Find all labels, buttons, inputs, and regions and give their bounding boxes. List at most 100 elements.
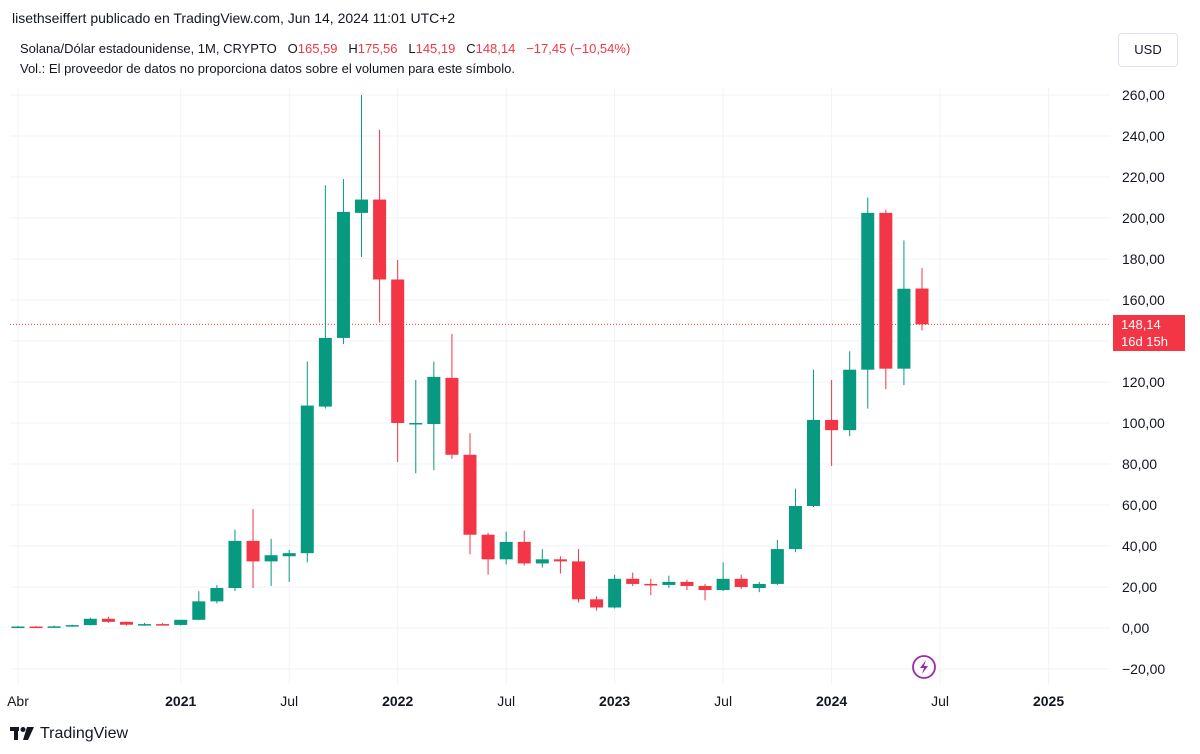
candle — [11, 625, 25, 629]
candle — [517, 530, 531, 566]
ohlc-legend: Solana/Dólar estadounidense, 1M, CRYPTO … — [20, 41, 630, 56]
candle — [264, 538, 278, 586]
candle — [373, 129, 387, 323]
lightning-icon[interactable] — [912, 655, 936, 679]
candle-body — [300, 405, 314, 554]
candle — [83, 617, 97, 626]
candle — [861, 197, 875, 409]
candle — [355, 95, 369, 257]
candle — [553, 556, 567, 574]
candle-body — [788, 506, 802, 550]
candle-body — [861, 212, 875, 370]
open-value: 165,59 — [297, 41, 338, 56]
x-tick-label: Jul — [931, 693, 949, 709]
tradingview-logo[interactable]: TradingView — [10, 725, 128, 743]
candle-body — [318, 337, 332, 407]
y-tick-label: 20,00 — [1122, 579, 1157, 595]
candle — [427, 361, 441, 471]
candle-body — [264, 555, 278, 562]
candle-body — [590, 599, 604, 608]
candle-body — [210, 588, 224, 602]
candle-body — [11, 626, 25, 629]
candle-body — [752, 583, 766, 589]
candle — [228, 529, 242, 592]
x-tick-label: 2024 — [816, 693, 847, 709]
high-label: H — [348, 41, 358, 56]
y-tick-label: 40,00 — [1122, 538, 1157, 554]
candle — [879, 209, 893, 390]
y-tick-label: 180,00 — [1122, 251, 1165, 267]
price-axis: 260,00240,00220,00200,00180,00160,00140,… — [1122, 87, 1165, 677]
candle — [156, 622, 170, 626]
candle — [138, 622, 152, 626]
candle — [571, 549, 585, 603]
candle-body — [355, 199, 369, 213]
candle-body — [138, 624, 152, 626]
candle — [608, 574, 622, 609]
candle — [463, 433, 477, 555]
low-value: 145,19 — [415, 41, 456, 56]
candle — [119, 621, 133, 626]
grid-lines — [10, 88, 1110, 684]
x-tick-label: Abr — [7, 693, 29, 709]
candle-body — [517, 541, 531, 564]
candle-body — [644, 583, 658, 586]
candle — [698, 583, 712, 601]
candle-body — [373, 199, 387, 280]
candle-body — [680, 581, 694, 586]
candle — [47, 625, 61, 628]
candle-body — [553, 559, 567, 562]
y-tick-label: 120,00 — [1122, 374, 1165, 390]
candle — [391, 260, 405, 462]
candle — [680, 579, 694, 591]
x-tick-label: 2023 — [599, 693, 630, 709]
candle-body — [626, 578, 640, 584]
low-label: L — [408, 41, 416, 56]
candle-body — [463, 454, 477, 535]
symbol-description: Solana/Dólar estadounidense, 1M, CRYPTO — [20, 41, 277, 56]
y-tick-label: 200,00 — [1122, 210, 1165, 226]
candle — [915, 268, 929, 331]
y-tick-label: 100,00 — [1122, 415, 1165, 431]
x-tick-label: Jul — [497, 693, 515, 709]
candle-body — [825, 419, 839, 431]
candle-body — [481, 534, 495, 560]
candle-body — [101, 618, 115, 622]
candle — [210, 584, 224, 604]
x-tick-label: 2022 — [382, 693, 413, 709]
candle-body — [571, 561, 585, 600]
candle-body — [246, 540, 260, 562]
y-tick-label: 240,00 — [1122, 128, 1165, 144]
publication-info: lisethseiffert publicado en TradingView.… — [12, 10, 456, 26]
candle — [445, 333, 459, 459]
candle — [752, 581, 766, 593]
candle — [843, 351, 857, 437]
candle — [409, 379, 423, 474]
y-tick-label: 0,00 — [1122, 620, 1149, 636]
y-tick-label: 260,00 — [1122, 87, 1165, 103]
candle — [825, 379, 839, 467]
candle-body — [499, 541, 513, 560]
last-price-tag: 148,14 16d 15h — [1113, 315, 1185, 351]
candle-body — [445, 377, 459, 455]
candle-body — [228, 540, 242, 589]
candle — [788, 488, 802, 553]
currency-button[interactable]: USD — [1118, 33, 1178, 67]
candle — [716, 562, 730, 592]
candle-body — [734, 578, 748, 587]
candle-body — [897, 288, 911, 369]
candle-body — [608, 578, 622, 608]
tradingview-brand: TradingView — [40, 725, 129, 742]
candle-body — [156, 624, 170, 626]
candle-body — [915, 288, 929, 325]
candle — [246, 509, 260, 589]
close-value: 148,14 — [475, 41, 516, 56]
candle-body — [662, 581, 676, 585]
candle — [590, 596, 604, 611]
candle — [282, 550, 296, 582]
candle — [770, 539, 784, 585]
candle — [300, 361, 314, 563]
candle — [174, 619, 188, 626]
candle-body — [807, 419, 821, 507]
